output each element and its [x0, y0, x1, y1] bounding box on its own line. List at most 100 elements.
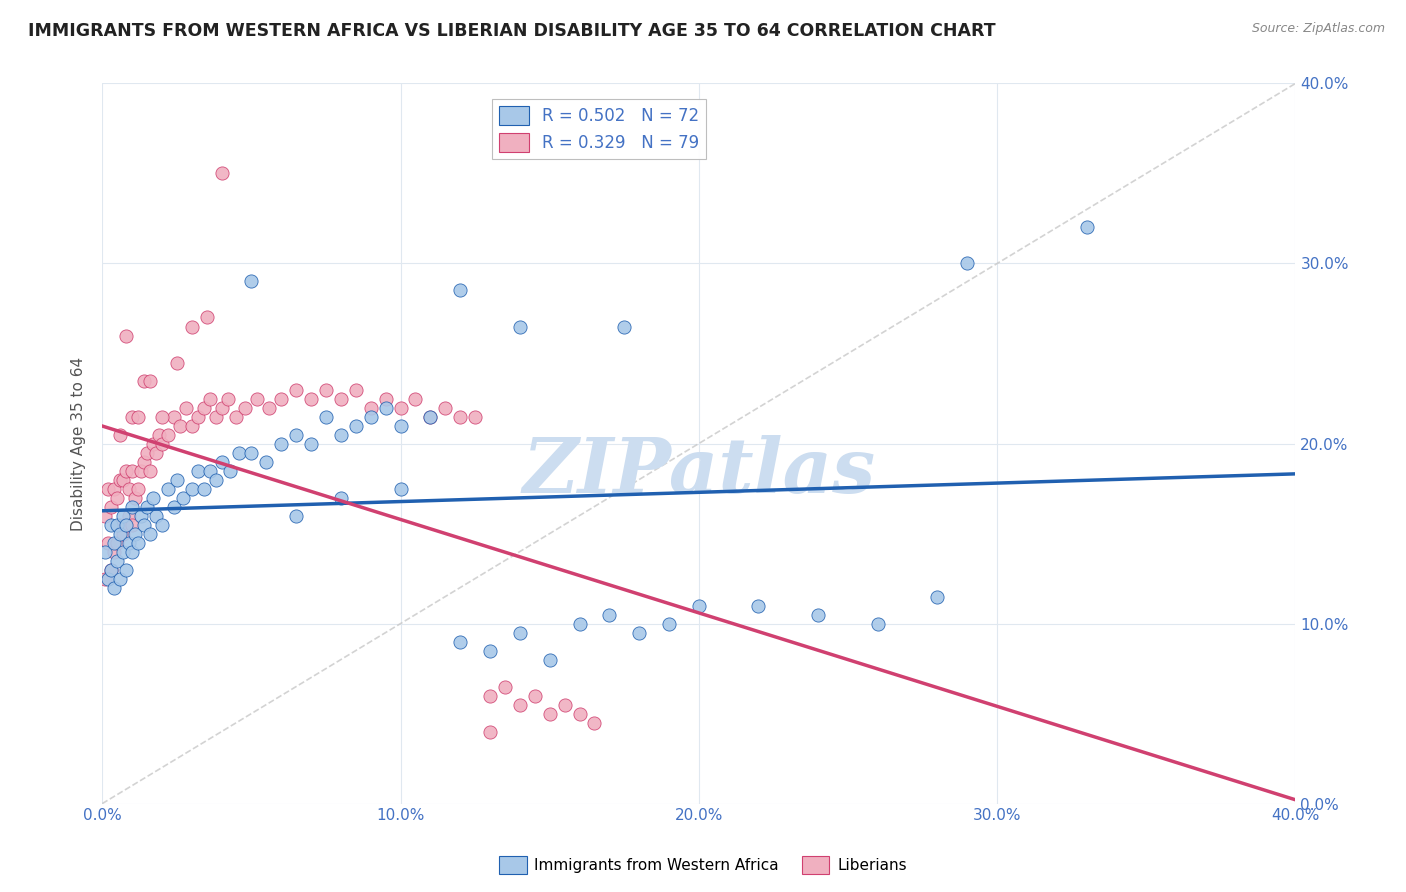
Point — [94, 508, 117, 523]
Point — [97, 482, 120, 496]
Point — [127, 535, 149, 549]
Point — [142, 436, 165, 450]
Point — [538, 706, 561, 721]
Point — [198, 464, 221, 478]
Point — [115, 517, 138, 532]
Point — [108, 473, 131, 487]
Point — [217, 392, 239, 406]
Point — [150, 517, 173, 532]
Point — [219, 464, 242, 478]
Point — [479, 724, 502, 739]
Point — [360, 409, 382, 424]
Point — [246, 392, 269, 406]
Point — [225, 409, 247, 424]
Point — [129, 508, 152, 523]
Point — [156, 427, 179, 442]
Point — [270, 392, 292, 406]
Point — [204, 409, 226, 424]
Point — [568, 616, 591, 631]
Point — [613, 319, 636, 334]
Point — [169, 418, 191, 433]
Point — [132, 517, 155, 532]
Point — [187, 409, 209, 424]
Point — [174, 401, 197, 415]
Point — [118, 535, 141, 549]
Point — [927, 590, 949, 604]
Point — [121, 500, 143, 514]
Point — [112, 473, 135, 487]
Point — [142, 491, 165, 505]
Point — [121, 464, 143, 478]
Point — [97, 535, 120, 549]
Text: IMMIGRANTS FROM WESTERN AFRICA VS LIBERIAN DISABILITY AGE 35 TO 64 CORRELATION C: IMMIGRANTS FROM WESTERN AFRICA VS LIBERI… — [28, 22, 995, 40]
Point — [568, 706, 591, 721]
Point — [150, 436, 173, 450]
Point — [193, 482, 215, 496]
Point — [198, 392, 221, 406]
Point — [180, 482, 202, 496]
Point — [509, 625, 531, 640]
Point — [449, 284, 471, 298]
Point — [509, 319, 531, 334]
Point — [434, 401, 457, 415]
Point — [315, 409, 337, 424]
Point — [132, 374, 155, 388]
Point — [105, 491, 128, 505]
Point — [103, 581, 125, 595]
Point — [211, 401, 233, 415]
Point — [148, 427, 170, 442]
Point — [204, 473, 226, 487]
Point — [124, 526, 146, 541]
Point — [211, 454, 233, 468]
Point — [136, 500, 159, 514]
Point — [747, 599, 769, 613]
Point — [115, 563, 138, 577]
Point — [285, 383, 308, 397]
Point — [449, 409, 471, 424]
Point — [105, 517, 128, 532]
Point — [374, 392, 396, 406]
Point — [344, 383, 367, 397]
Point — [598, 607, 620, 622]
Point — [329, 427, 352, 442]
Point — [100, 563, 122, 577]
Point — [103, 535, 125, 549]
Point — [479, 643, 502, 657]
Point — [136, 445, 159, 459]
Point — [479, 689, 502, 703]
Point — [228, 445, 250, 459]
Point — [688, 599, 710, 613]
Point — [299, 436, 322, 450]
Point — [195, 310, 218, 325]
Point — [658, 616, 681, 631]
Point — [163, 500, 186, 514]
Point — [97, 572, 120, 586]
Point — [103, 544, 125, 558]
Point — [240, 275, 263, 289]
Point — [108, 427, 131, 442]
Point — [180, 418, 202, 433]
Point — [509, 698, 531, 712]
Point — [115, 328, 138, 343]
Point — [145, 445, 167, 459]
Point — [419, 409, 441, 424]
Point — [100, 563, 122, 577]
Point — [112, 526, 135, 541]
Point — [105, 553, 128, 567]
Point — [374, 401, 396, 415]
Point — [866, 616, 889, 631]
Point — [360, 401, 382, 415]
Point — [124, 491, 146, 505]
Point — [389, 482, 412, 496]
Point — [254, 454, 277, 468]
Point — [127, 482, 149, 496]
Point — [121, 517, 143, 532]
Point — [187, 464, 209, 478]
Point — [538, 652, 561, 666]
Point — [108, 526, 131, 541]
Point — [118, 508, 141, 523]
Point — [139, 526, 162, 541]
Point — [172, 491, 194, 505]
Point — [285, 427, 308, 442]
Point — [150, 409, 173, 424]
